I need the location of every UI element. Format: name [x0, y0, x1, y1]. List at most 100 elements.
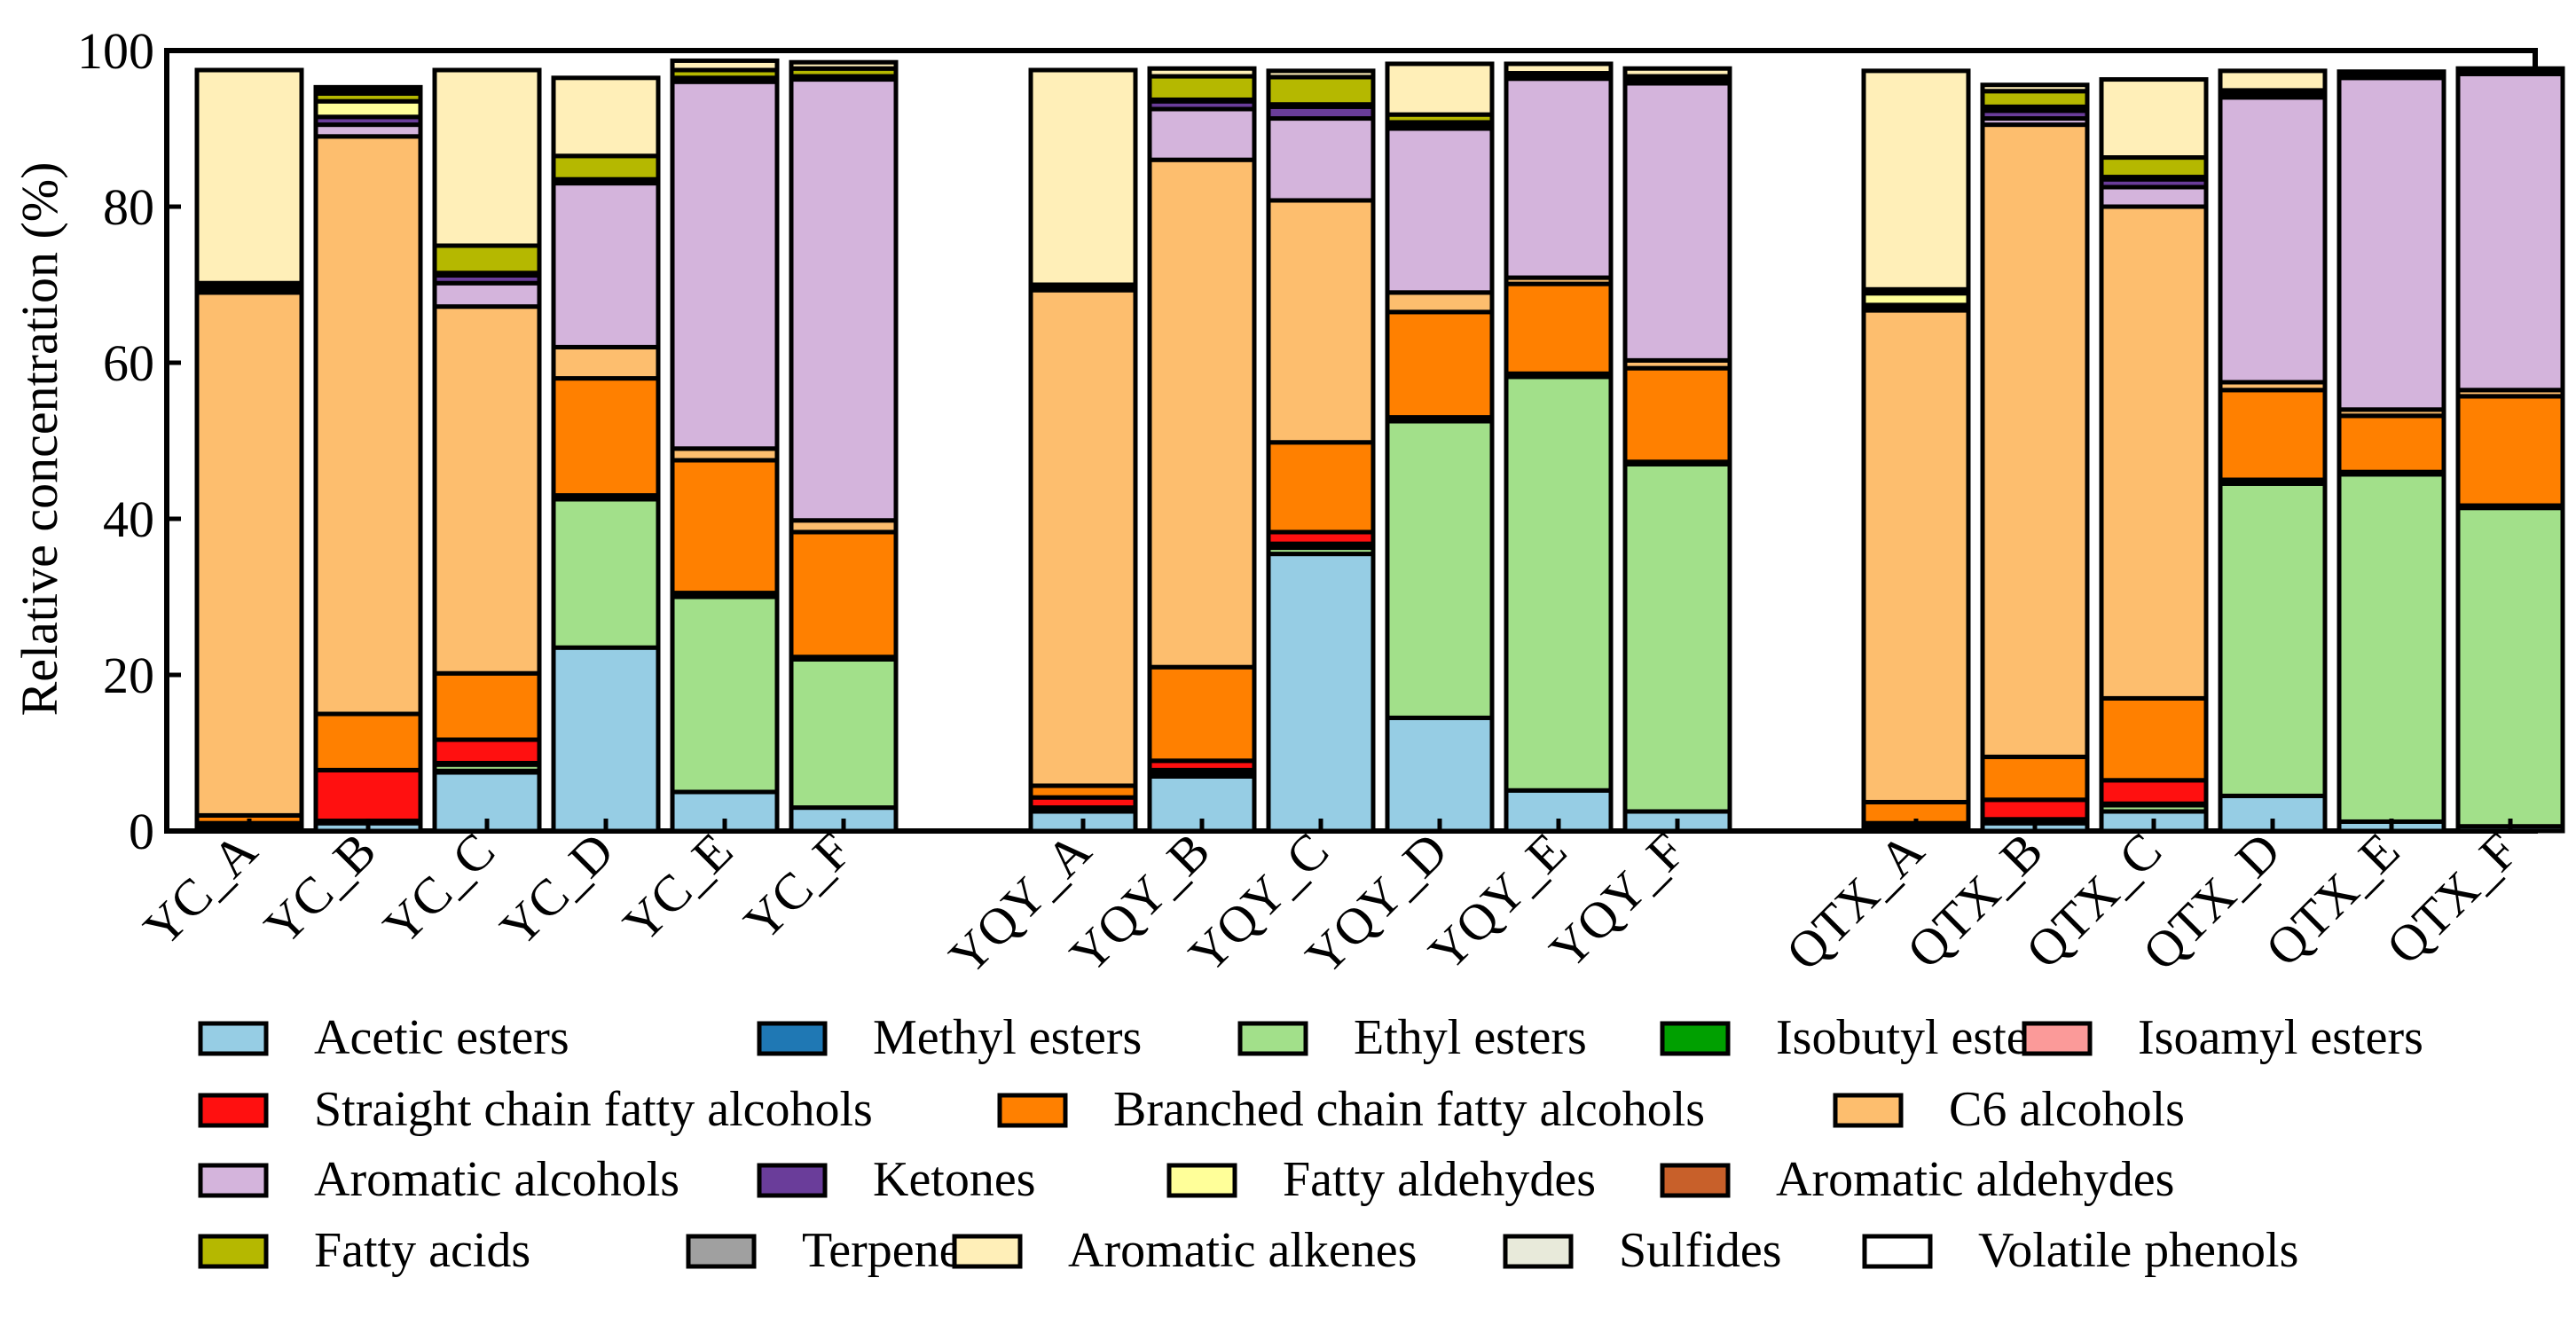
bar-segment: [1385, 126, 1495, 295]
legend-item: Terpenes: [686, 1223, 980, 1278]
y-tick-label: 60: [103, 334, 154, 392]
legend-swatch: [686, 1234, 757, 1269]
bar-segment: [1385, 310, 1495, 420]
x-tick-label: QTX_E: [2254, 821, 2410, 977]
legend-swatch: [1166, 1163, 1237, 1198]
bar-segment: [2218, 95, 2328, 385]
bar-segment: [1385, 715, 1495, 834]
legend-item: Branched chain fatty alcohols: [997, 1082, 1705, 1137]
bar-qtx-f: [2455, 66, 2565, 834]
legend-label: Isoamyl esters: [2138, 1010, 2423, 1065]
bar-segment: [1861, 308, 1971, 804]
bar-segment: [1980, 754, 2090, 803]
bar-yc-d: [551, 75, 661, 834]
bar-segment: [1028, 287, 1138, 788]
legend-label: Aromatic alcohols: [314, 1152, 679, 1207]
bar-segment: [1385, 290, 1495, 315]
bar-yqy-f: [1622, 66, 1732, 834]
bar-segment: [1266, 116, 1376, 203]
bar-yc-c: [432, 67, 542, 834]
x-tick-label: YC_C: [372, 821, 506, 955]
bar-segment: [313, 98, 423, 120]
bar-segment: [1266, 440, 1376, 535]
bar-segment: [2336, 69, 2446, 76]
legend-swatch: [1237, 1021, 1308, 1056]
legend-swatch: [997, 1093, 1068, 1128]
bar-segment: [551, 181, 661, 349]
bar-segment: [432, 243, 542, 276]
bar-segment: [1980, 82, 2090, 94]
bar-segment: [313, 767, 423, 824]
bar-yc-b: [313, 84, 423, 834]
bar-segment: [1147, 74, 1257, 102]
legend-label: Branched chain fatty alcohols: [1113, 1082, 1705, 1137]
bar-segment: [1504, 76, 1614, 280]
y-tick-label: 80: [103, 178, 154, 236]
bar-segment: [670, 79, 780, 451]
legend-swatch: [2022, 1021, 2093, 1056]
bar-segment: [1266, 74, 1376, 107]
bar-segment: [2099, 77, 2209, 161]
bar-segment: [1266, 198, 1376, 445]
bar-segment: [194, 290, 304, 818]
legend-label: Volatile phenols: [1978, 1223, 2298, 1278]
legend-label: Sulfides: [1619, 1223, 1782, 1278]
bar-yqy-e: [1504, 61, 1614, 834]
bar-segment: [2218, 388, 2328, 482]
bar-qtx-b: [1980, 82, 2090, 834]
legend-label: Ketones: [873, 1152, 1036, 1207]
bar-segment: [789, 77, 899, 523]
bar-segment: [551, 344, 661, 381]
legend-swatch: [952, 1234, 1023, 1269]
bar-segment: [2099, 184, 2209, 209]
x-tick-label: QTX_B: [1896, 821, 2054, 979]
bar-segment: [1147, 157, 1257, 670]
bar-segment: [2336, 413, 2446, 474]
bar-yqy-a: [1028, 67, 1138, 834]
legend-label: Aromatic alkenes: [1068, 1223, 1417, 1278]
bar-segment: [789, 59, 899, 71]
legend-item: Aromatic alcohols: [198, 1152, 679, 1207]
bar-segment: [1147, 66, 1257, 79]
x-tick-label: YC_F: [733, 821, 862, 951]
bar-yqy-d: [1385, 61, 1495, 834]
x-tick-label: QTX_F: [2376, 821, 2530, 976]
bar-segment: [313, 84, 423, 94]
bar-qtx-a: [1861, 68, 1971, 834]
legend-label: Fatty acids: [314, 1223, 530, 1278]
bar-segment: [1622, 461, 1732, 814]
legend-item: Fatty acids: [198, 1223, 530, 1278]
bar-segment: [432, 280, 542, 310]
bar-segment: [2099, 778, 2209, 806]
legend-label: Aromatic aldehydes: [1776, 1152, 2174, 1207]
bar-segment: [2455, 394, 2565, 508]
bar-segment: [1622, 66, 1732, 79]
legend-item: Acetic esters: [198, 1010, 569, 1065]
legend-label: C6 alcohols: [1949, 1082, 2185, 1137]
bar-segment: [1266, 68, 1376, 80]
bar-qtx-c: [2099, 77, 2209, 834]
y-axis-label: Relative concentration (%): [11, 162, 68, 717]
y-tick-label: 0: [129, 803, 154, 860]
legend: Acetic esters Methyl esters Ethyl esters Is…: [198, 1010, 2423, 1278]
legend-swatch: [1503, 1234, 1574, 1269]
x-tick-label: YC_E: [612, 821, 743, 952]
legend-label: Acetic esters: [314, 1010, 569, 1065]
legend-swatch: [1660, 1021, 1731, 1056]
bar-segment: [2099, 695, 2209, 783]
bar-segment: [551, 153, 661, 182]
bar-segment: [2218, 68, 2328, 93]
bar-segment: [1980, 89, 2090, 109]
bar-segment: [1980, 797, 2090, 822]
legend-item: Straight chain fatty alcohols: [198, 1082, 873, 1137]
bar-segment: [313, 711, 423, 772]
bar-segment: [1028, 67, 1138, 287]
bar-qtx-e: [2336, 69, 2446, 834]
legend-label: Methyl esters: [873, 1010, 1142, 1065]
x-tick-label: YC_B: [253, 821, 387, 955]
legend-item: Aromatic alkenes: [952, 1223, 1417, 1278]
bar-segment: [551, 75, 661, 159]
legend-label: Straight chain fatty alcohols: [314, 1082, 873, 1137]
legend-label: Isobutyl esters: [1776, 1010, 2064, 1065]
legend-swatch: [1660, 1163, 1731, 1198]
